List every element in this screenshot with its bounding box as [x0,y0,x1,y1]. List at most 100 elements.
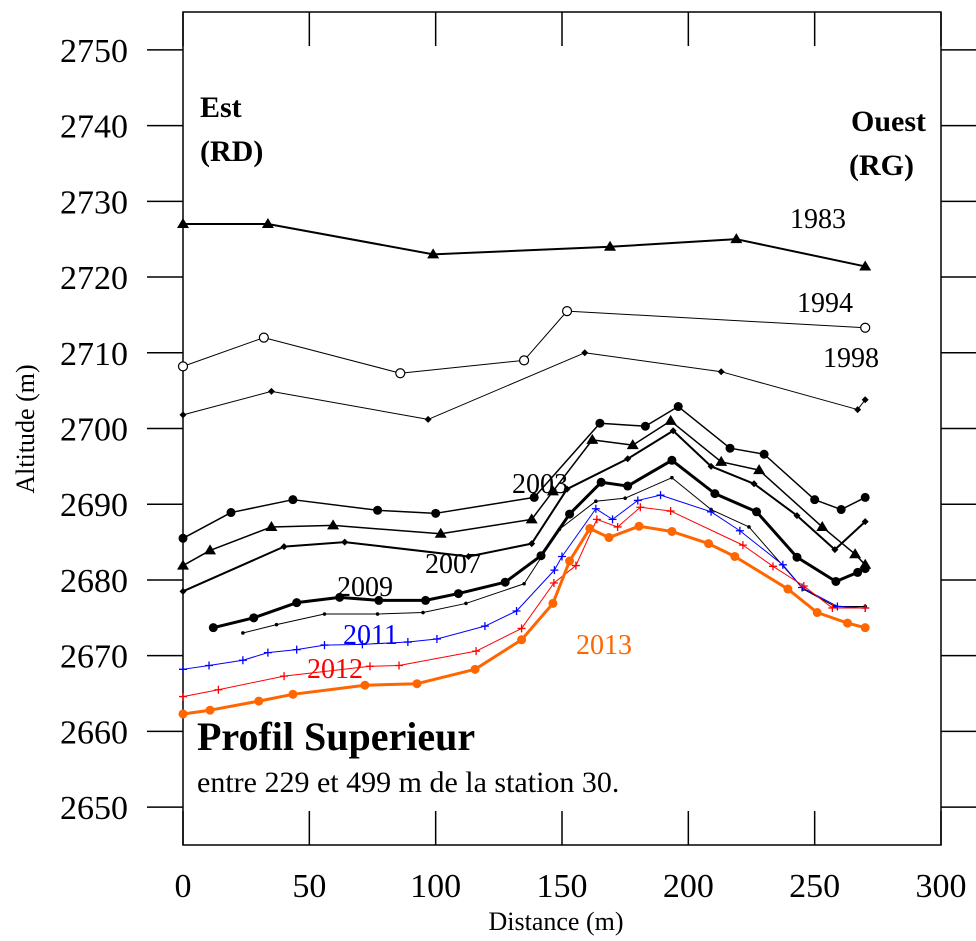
marker [861,396,869,404]
y-tick-label: 2710 [60,336,128,373]
marker [585,523,595,533]
marker [421,595,431,605]
y-tick-label: 2690 [60,487,128,524]
marker [453,589,463,599]
marker [177,559,189,570]
annotation: (RD) [200,135,263,168]
marker [816,520,829,531]
marker [267,387,275,395]
marker [669,427,677,435]
marker [633,496,642,505]
marker [424,415,432,423]
marker [529,492,539,502]
marker [395,368,406,379]
marker [853,567,863,577]
marker [581,349,589,357]
marker [178,533,188,543]
marker [753,464,766,475]
marker [715,455,728,466]
marker [778,560,787,569]
marker [480,622,489,631]
marker [833,602,842,611]
marker [280,672,289,681]
marker [735,526,744,535]
marker [327,519,340,530]
marker [208,623,218,633]
y-tick-label: 2700 [60,412,128,449]
marker [831,576,841,586]
marker [432,635,441,644]
marker [592,515,601,524]
x-axis-title: Distance (m) [488,907,623,936]
marker [792,552,802,562]
marker [768,562,777,571]
marker [395,661,404,670]
marker [725,443,735,453]
marker [427,248,440,259]
marker [594,499,598,503]
marker [434,527,447,538]
marker [783,584,793,594]
y-tick-label: 2740 [60,109,128,146]
series-label: 2011 [343,620,398,651]
marker [608,515,617,524]
marker [604,240,617,251]
marker [292,598,302,608]
marker [561,306,573,317]
y-tick-label: 2670 [60,639,128,676]
y-tick-label: 2650 [60,790,128,827]
marker [636,503,645,512]
marker [673,402,683,412]
series-label: 2003 [512,469,568,500]
x-tick-label: 300 [916,868,967,905]
marker [214,685,223,694]
marker [799,582,808,591]
marker [360,680,370,690]
marker [238,656,247,665]
marker [263,648,272,657]
marker [374,595,384,605]
marker [623,496,627,500]
marker [604,533,614,543]
marker [565,556,575,566]
marker [707,462,715,470]
marker [525,513,538,524]
marker [558,552,566,561]
marker [717,368,725,376]
marker [710,489,720,499]
marker [613,522,622,531]
marker [623,481,633,491]
marker [843,618,853,628]
marker [664,414,677,425]
marker [747,525,751,529]
marker [500,577,510,587]
annotation: (RG) [849,149,914,182]
marker [465,552,473,560]
x-tick-label: 200 [663,868,714,905]
marker [752,507,762,517]
x-tick-label: 50 [292,868,326,905]
marker [550,566,559,575]
marker [860,322,871,333]
marker [812,608,822,618]
marker [750,480,758,488]
marker [707,507,716,516]
x-tick-label: 0 [175,868,192,905]
series-line [182,310,866,374]
marker [810,495,820,505]
marker [565,509,575,519]
series-line [182,405,866,539]
marker [470,664,480,674]
marker [854,406,862,414]
marker [730,551,740,561]
marker [549,578,558,587]
annotation: entre 229 et 499 m de la station 30. [197,766,619,799]
marker [517,624,526,633]
x-tick-label: 100 [410,868,461,905]
series-label: 2012 [307,654,363,685]
marker [522,581,526,586]
marker [557,527,562,532]
marker [571,561,580,570]
marker [274,622,279,627]
